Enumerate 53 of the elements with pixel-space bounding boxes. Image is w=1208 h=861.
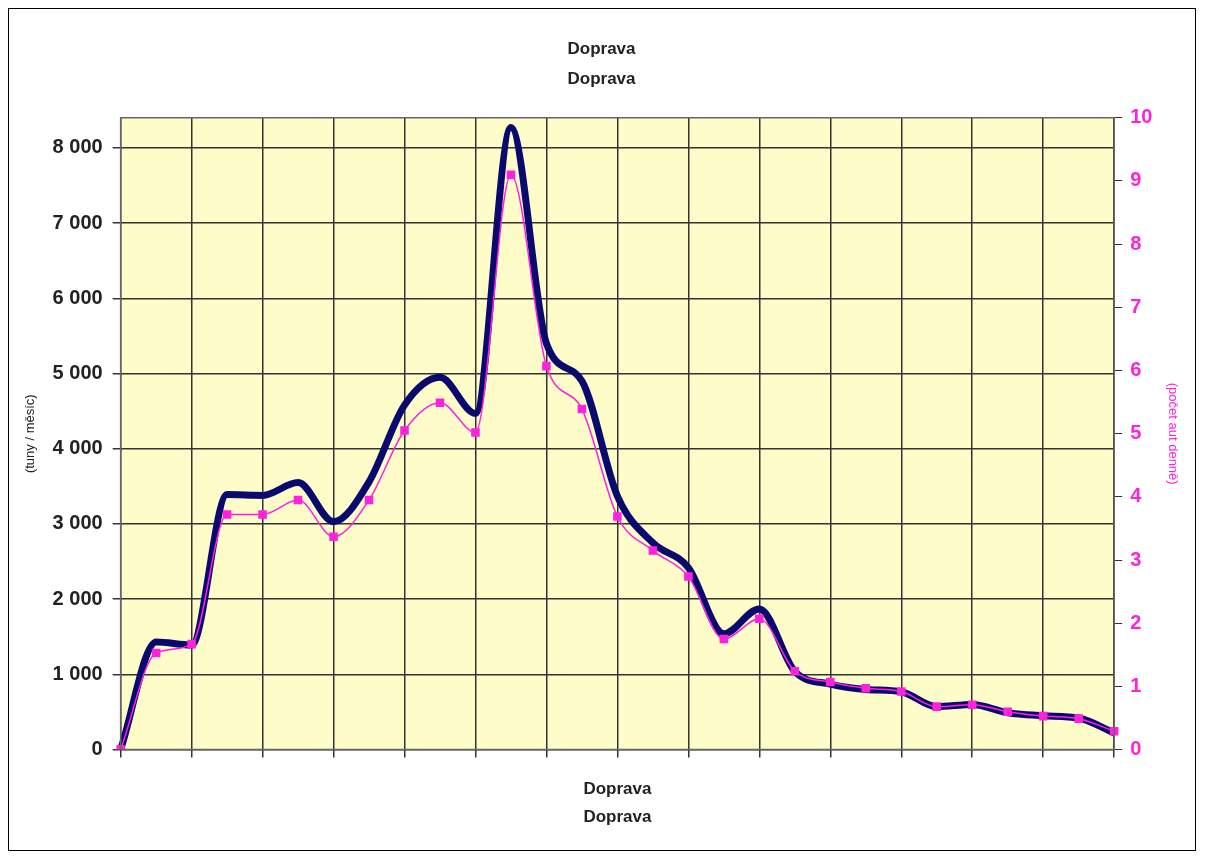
point (896, 687, 906, 696)
y2-tick-label: 6 (1130, 358, 1142, 381)
point (613, 512, 622, 521)
point (577, 404, 587, 414)
y2-tick-label: 7 (1130, 294, 1142, 317)
point (1003, 707, 1012, 716)
point (329, 532, 338, 541)
y-tick-label: 7 000 (52, 210, 103, 233)
point (967, 700, 977, 710)
point (684, 572, 693, 581)
point (1074, 714, 1083, 723)
y2-axis-title: (počet aut denně) (1165, 382, 1181, 485)
y2-tick-label: 10 (1130, 105, 1153, 128)
point (293, 495, 303, 505)
point (648, 546, 658, 555)
point (755, 614, 764, 624)
y-tick-label: 6 000 (52, 285, 103, 308)
y-tick-label: 1 000 (52, 661, 103, 684)
text: Doprava (583, 807, 652, 827)
y-tick-label: 0 (91, 737, 103, 760)
y2-tick-label: 3 (1130, 547, 1142, 570)
y2-tick-label: 0 (1130, 737, 1142, 760)
y-tick-label: 8 000 (52, 135, 103, 158)
y2-tick-label: 2 (1130, 610, 1142, 633)
point (435, 398, 445, 408)
y-tick-label: 4 000 (52, 436, 103, 459)
point (790, 666, 800, 676)
y-tick-label: 3 000 (52, 511, 103, 534)
point (861, 684, 871, 693)
point (364, 495, 374, 505)
y-tick-label: 5 000 (52, 361, 103, 384)
point (222, 510, 232, 519)
chart-subtitle: Doprava (567, 69, 637, 89)
point (1038, 711, 1048, 721)
point (719, 634, 729, 644)
point (258, 510, 267, 519)
x-axis-title: Doprava (583, 779, 652, 799)
y2-tick-label: 8 (1130, 231, 1142, 254)
point (542, 361, 551, 371)
point (506, 170, 516, 179)
y-axis-title: (tuny / měsíc) (22, 394, 38, 474)
y-tick-label: 2 000 (52, 586, 103, 609)
chart-title: Doprava (567, 38, 637, 58)
point (151, 648, 161, 658)
point (826, 677, 835, 687)
y2-tick-label: 1 (1130, 673, 1142, 696)
point (187, 639, 196, 649)
point (932, 702, 942, 711)
point (400, 426, 409, 435)
y2-tick-label: 4 (1130, 484, 1143, 507)
point (471, 428, 480, 437)
y2-tick-label: 9 (1130, 168, 1142, 191)
y2-tick-label: 5 (1130, 421, 1142, 444)
